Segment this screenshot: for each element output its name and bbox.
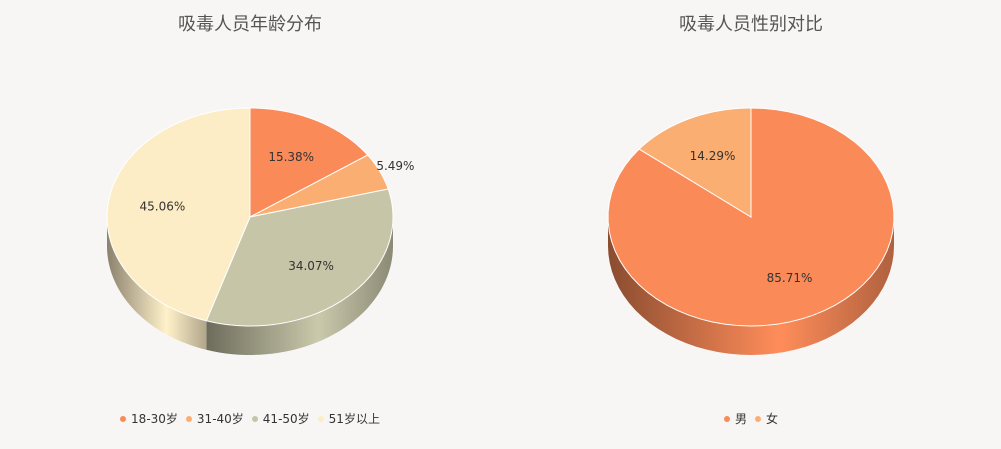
pie-slice-side [608, 217, 894, 355]
legend-item[interactable]: 男 [723, 410, 747, 427]
legend-label: 男 [734, 412, 747, 426]
legend-item[interactable]: 41-50岁 [251, 410, 310, 427]
legend-item[interactable]: 女 [755, 410, 778, 427]
pie-chart-svg: 85.71% 14.29% [607, 107, 895, 355]
legend-label: 18-30岁 [131, 412, 178, 426]
pie-slice [205, 188, 394, 327]
slice-data-label: 5.49% [376, 159, 414, 173]
chart-legend: 18-30岁 31-40岁 41-50岁 51岁以上 [0, 410, 500, 427]
chart-legend: 男女 [501, 410, 1001, 427]
gender-comparison-chart: 吸毒人员性别对比 85.71% 14.29% 男女 [501, 0, 1001, 449]
legend-marker-icon [317, 415, 324, 422]
pie-slice-side [206, 217, 393, 355]
slice-data-label: 34.07% [288, 259, 334, 273]
slice-data-label: 15.38% [268, 150, 314, 164]
legend-label: 41-50岁 [262, 412, 310, 426]
legend-item[interactable]: 51岁以上 [317, 410, 380, 427]
pie-chart-svg: 15.38% 5.49% 34.07% 45.06% [106, 107, 414, 355]
pie-side-wall-group [107, 217, 393, 355]
pie-slice [638, 107, 752, 218]
age-distribution-chart: 吸毒人员年龄分布 15.38% 5.49% 34.07% 45.06% 18-30岁 3… [0, 0, 500, 449]
legend-label: 31-40岁 [196, 412, 244, 426]
legend-label: 51岁以上 [328, 412, 380, 426]
legend-marker-icon [755, 415, 761, 422]
pie-slice [249, 154, 389, 218]
chart-title: 吸毒人员年龄分布 [178, 14, 322, 35]
legend-marker-icon [185, 415, 192, 422]
slice-data-label: 14.29% [690, 149, 736, 163]
legend-label: 女 [766, 412, 779, 426]
legend-item[interactable]: 31-40岁 [185, 410, 244, 427]
pie-slice-side [107, 217, 207, 350]
legend-marker-icon [723, 415, 730, 422]
chart-title: 吸毒人员性别对比 [679, 14, 823, 35]
pie-side-wall-group [608, 217, 894, 355]
pie-slice [106, 107, 251, 322]
slice-data-label: 85.71% [767, 271, 813, 285]
pie-slice [249, 107, 369, 218]
legend-marker-icon [251, 415, 258, 422]
pie-top-group [607, 107, 895, 327]
pie-top-group [106, 107, 394, 327]
legend-marker-icon [120, 415, 127, 422]
legend-item[interactable]: 18-30岁 [120, 410, 178, 427]
slice-data-label: 45.06% [140, 200, 186, 214]
